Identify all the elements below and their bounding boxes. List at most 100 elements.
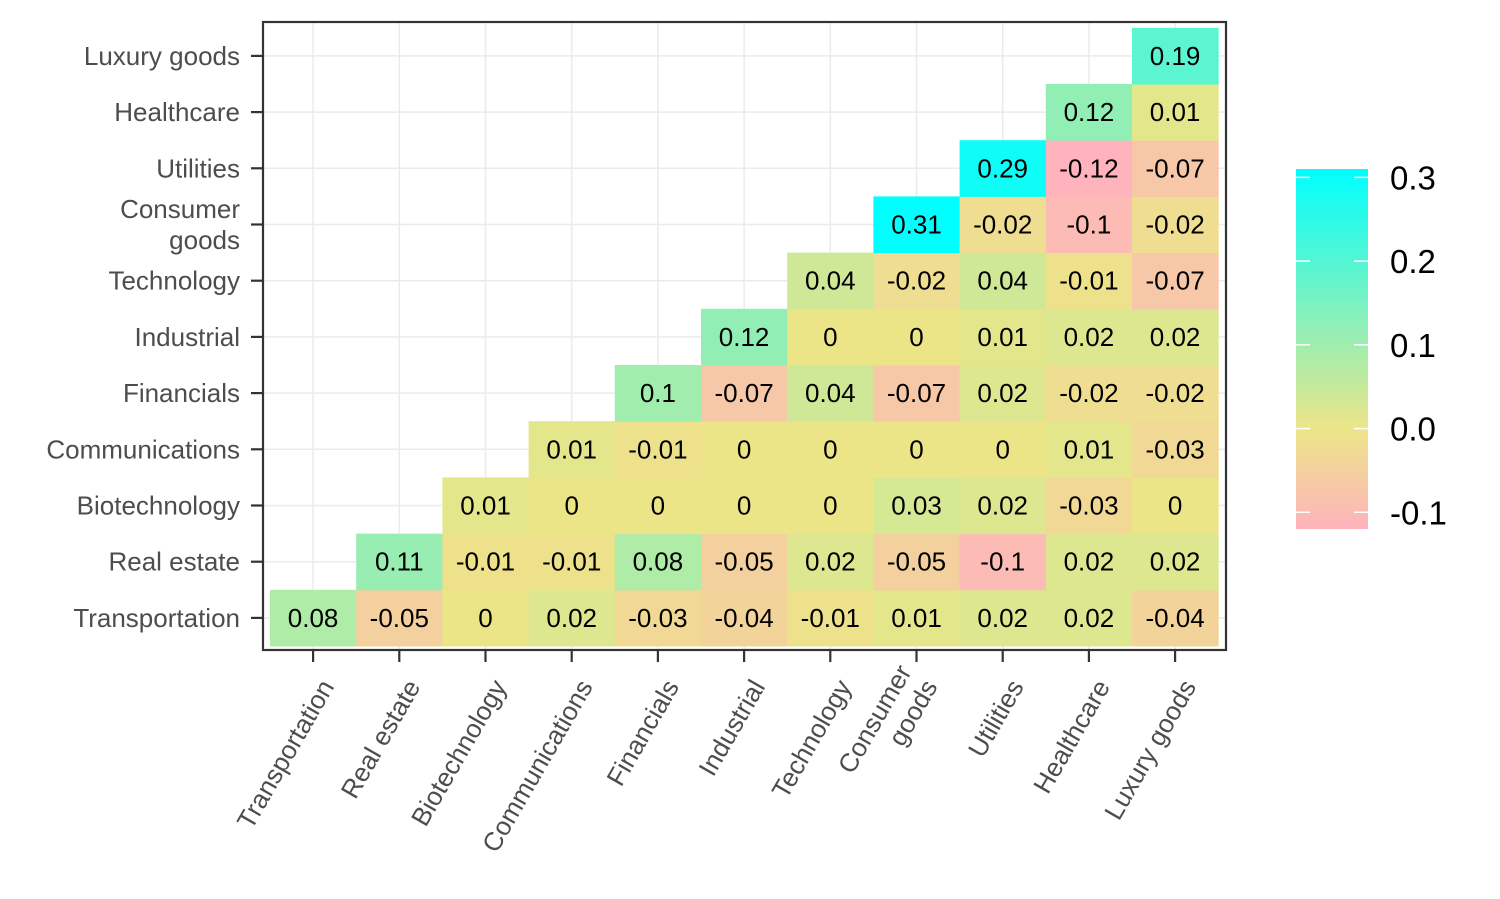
legend-tick-label: 0.2 <box>1390 243 1436 280</box>
heatmap-cell <box>959 589 1047 647</box>
heatmap-cell <box>873 421 961 478</box>
heatmap-cell <box>1045 84 1133 141</box>
cell-value-label: 0.1 <box>640 378 676 408</box>
cell-value-label: 0.02 <box>1150 547 1201 577</box>
cell-value-label: -0.03 <box>1145 434 1204 464</box>
x-tick-label: Luxury goods <box>1098 675 1202 825</box>
cell-value-label: 0.02 <box>977 603 1028 633</box>
y-tick-label: Technology <box>108 266 240 296</box>
heatmap-cell <box>442 477 530 535</box>
cell-value-label: 0.03 <box>891 491 942 521</box>
heatmap-cell <box>959 140 1047 197</box>
y-axis: Transportation Real estate Biotechnology Co… <box>46 41 263 633</box>
cell-value-label: -0.02 <box>887 266 946 296</box>
heatmap-cell <box>1045 252 1133 310</box>
cell-value-label: 0.02 <box>1064 322 1115 352</box>
cell-value-label: 0.31 <box>891 210 942 240</box>
heatmap-cell <box>1132 589 1219 647</box>
legend-tick-label: 0.0 <box>1390 411 1436 448</box>
cell-value-label: -0.04 <box>1145 603 1204 633</box>
heatmap-cell <box>873 308 961 366</box>
cell-value-label: 0.02 <box>977 491 1028 521</box>
heatmap-cell <box>442 589 530 647</box>
cell-value-label: 0.01 <box>460 491 511 521</box>
heatmap-cell <box>873 365 961 422</box>
heatmap-cell <box>1045 589 1133 647</box>
heatmap-cell <box>1132 27 1219 85</box>
heatmap-cell <box>959 533 1047 591</box>
cell-value-label: -0.02 <box>1145 210 1204 240</box>
color-legend: 0.3 0.2 0.1 0.0 -0.1 <box>1296 159 1447 531</box>
heatmap-cell <box>356 533 443 591</box>
cell-value-label: 0.04 <box>805 378 856 408</box>
cell-value-label: 0 <box>909 434 923 464</box>
cell-value-label: -0.1 <box>980 547 1025 577</box>
cell-value-label: -0.01 <box>801 603 860 633</box>
cell-value-label: 0.04 <box>977 266 1028 296</box>
cell-value-label: 0.12 <box>719 322 770 352</box>
cell-value-label: -0.07 <box>1145 153 1204 183</box>
y-tick-label: Real estate <box>108 547 240 577</box>
cell-value-label: -0.07 <box>1145 266 1204 296</box>
heatmap-cell <box>1132 365 1219 422</box>
heatmap-cell <box>528 533 616 591</box>
cell-value-label: -0.07 <box>887 378 946 408</box>
heatmap-cell <box>701 308 788 366</box>
heatmap-cell <box>614 589 702 647</box>
heatmap-cell <box>787 365 874 422</box>
heatmap-cell <box>614 421 702 478</box>
heatmap-cell <box>701 365 788 422</box>
heatmap-cell <box>959 365 1047 422</box>
legend-colorbar <box>1296 169 1368 529</box>
cell-value-label: -0.02 <box>973 210 1032 240</box>
cell-value-label: 0.12 <box>1064 97 1115 127</box>
x-tick-label: Healthcare <box>1027 675 1116 799</box>
heatmap-cell <box>1132 140 1219 197</box>
cell-value-label: 0.01 <box>891 603 942 633</box>
legend-tick-label: -0.1 <box>1390 494 1447 531</box>
legend-tick-label: 0.1 <box>1390 327 1436 364</box>
heatmap-cell <box>1132 196 1219 254</box>
cell-value-label: 0.02 <box>1064 547 1115 577</box>
heatmap-cell <box>873 589 961 647</box>
y-tick-label: Biotechnology <box>77 491 240 521</box>
cell-value-label: 0.29 <box>977 153 1028 183</box>
cell-value-label: 0.02 <box>1150 322 1201 352</box>
heatmap-cell <box>787 589 874 647</box>
cell-value-label: 0.01 <box>977 322 1028 352</box>
cell-value-label: -0.04 <box>714 603 773 633</box>
cell-value-label: -0.12 <box>1059 153 1118 183</box>
cell-value-label: -0.01 <box>542 547 601 577</box>
cell-value-labels: 0.08 -0.05 0 0.02 -0.03 -0.04 -0.01 0.01 0.02 0.0… <box>288 41 1205 633</box>
cell-value-label: -0.01 <box>456 547 515 577</box>
heatmap-cell <box>1045 477 1133 535</box>
x-tick-label: Transportation <box>231 675 340 834</box>
cell-value-label: -0.01 <box>628 434 687 464</box>
cell-value-label: 0 <box>823 322 837 352</box>
heatmap-cell <box>1132 477 1219 535</box>
cell-value-label: 0 <box>737 491 751 521</box>
cell-value-label: 0 <box>823 491 837 521</box>
cell-value-label: -0.05 <box>714 547 773 577</box>
cell-value-label: -0.05 <box>887 547 946 577</box>
heatmap-cell <box>528 477 616 535</box>
cell-value-label: 0.11 <box>375 547 424 577</box>
cell-value-label: 0 <box>564 491 578 521</box>
cell-value-label: -0.07 <box>714 378 773 408</box>
y-tick-label: Healthcare <box>114 97 240 127</box>
cell-value-label: 0.02 <box>977 378 1028 408</box>
cell-value-label: 0.08 <box>288 603 339 633</box>
cell-value-label: 0 <box>823 434 837 464</box>
heatmap-cell <box>614 533 702 591</box>
cell-value-label: -0.05 <box>370 603 429 633</box>
cell-value-label: 0 <box>478 603 492 633</box>
heatmap-cells <box>270 27 1219 647</box>
y-tick-label: Financials <box>123 378 240 408</box>
cell-value-label: 0 <box>651 491 665 521</box>
cell-value-label: 0.01 <box>1064 434 1115 464</box>
heatmap-cell <box>959 421 1047 478</box>
y-tick-label: Industrial <box>135 322 241 352</box>
cell-value-label: 0 <box>737 434 751 464</box>
